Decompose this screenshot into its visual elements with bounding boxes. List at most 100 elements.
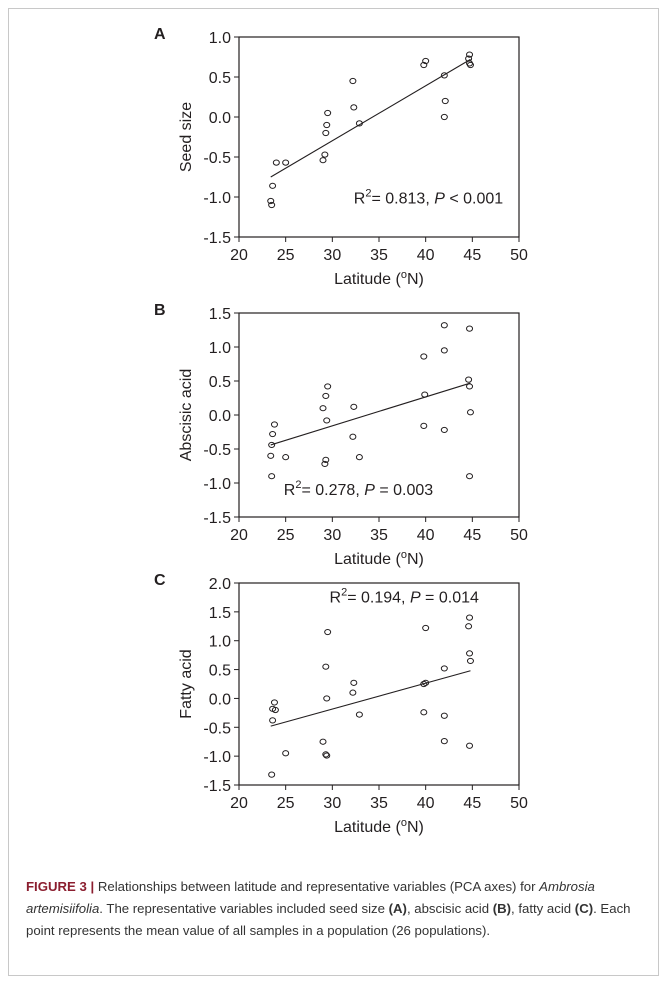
panel-a-stats-annotation: R2= 0.813, P < 0.001 [354, 187, 503, 207]
panel-b-y-tick-label: -0.5 [203, 442, 231, 459]
panel-a-stats-r: R [354, 190, 366, 207]
panel-c-x-axis-label-sup: o [401, 817, 407, 829]
panel-c-data-point [422, 624, 430, 632]
panel-c-stats-p: P [410, 590, 421, 607]
panel-a-data-point [268, 201, 276, 209]
panel-b-x-tick-label: 35 [370, 527, 388, 544]
panel-b-x-axis-label-sup: o [401, 549, 407, 561]
panel-a-x-axis-label-sup: o [401, 269, 407, 281]
panel-c-data-point [350, 679, 358, 686]
panel-a-data-point [319, 157, 327, 164]
panel-c-x-axis-label-text: Latitude ( [334, 819, 401, 836]
panel-c-stats-annotation: R2= 0.194, P = 0.014 [330, 587, 479, 607]
panel-c-data-point [323, 695, 331, 702]
panel-b-data-point [466, 473, 474, 480]
panel-a-y-axis-label: Seed size [178, 102, 195, 172]
panel-a-data-point [269, 182, 277, 189]
panel-b-data-point [466, 325, 474, 332]
panel-a-y-tick-label: -1.5 [203, 230, 231, 247]
panel-b-stats-r: R [284, 482, 296, 499]
panel-c-data-point [466, 650, 474, 657]
panel-c-y-axis-label: Fatty acid [178, 649, 195, 718]
panel-b-data-point [268, 441, 276, 449]
panel-c-data-point [271, 706, 279, 714]
panel-b-data-point [269, 430, 277, 438]
panel-b-data-point [268, 473, 276, 480]
panel-b-stats-sup: 2 [295, 479, 301, 491]
panel-a-data-point [441, 97, 449, 105]
panel-a-data-point [272, 159, 280, 166]
panel-a-data-point [322, 129, 330, 137]
panel-b-data-point [350, 403, 358, 410]
panel-b-stats-annotation: R2= 0.278, P = 0.003 [284, 479, 433, 499]
panel-a-data-point [440, 113, 448, 121]
panel-c-data-point [440, 665, 448, 672]
panel-a-x-tick-label: 35 [370, 247, 388, 264]
panel-b-stats-p: P [364, 482, 375, 499]
panel-c-stats-value: = 0.194, [347, 590, 410, 607]
panel-a-data-point [323, 121, 331, 129]
panel-b-data-point [324, 383, 332, 390]
panel-b-data-point [466, 383, 474, 390]
panel-c-x-tick-label: 45 [463, 795, 481, 812]
panel-a-stats-sup: 2 [365, 187, 371, 199]
panel-a-x-tick-label: 45 [463, 247, 481, 264]
panel-c-data-point [420, 709, 428, 716]
panel-a-y-tick-label: -0.5 [203, 150, 231, 167]
panel-b-y-tick-label: 1.5 [209, 306, 231, 323]
panel-c-x-tick-label: 35 [370, 795, 388, 812]
panel-a-y-tick-label: 1.0 [209, 30, 231, 47]
panel-a-data-point [422, 57, 430, 65]
panel-a-y-tick-label: 0.0 [209, 110, 231, 127]
panel-b-regression-line [270, 382, 471, 446]
panel-c-data-point [349, 689, 357, 696]
panel-c-data-point [440, 712, 448, 719]
panel-c-data-point [422, 679, 430, 686]
panel-a-x-tick-label: 25 [277, 247, 295, 264]
panel-c-stats-r: R [330, 590, 342, 607]
panel-c-stats-p-value: = 0.014 [421, 590, 479, 607]
panel-c-data-point [269, 717, 277, 724]
panel-a-data-point [440, 72, 448, 79]
figure-charts: A 20 25 30 35 40 45 50 -1.5 -1.0 -0.5 0.0 0.5 1.0 Lati… [154, 26, 528, 836]
panel-b-data-point [421, 391, 429, 398]
panel-a-data-point [466, 61, 474, 69]
panel-c-data-point [282, 750, 290, 757]
panel-b-data-point [267, 452, 275, 459]
panel-a-y-tick-label: -1.0 [203, 190, 231, 207]
panel-c-y-tick-label: 0.0 [209, 691, 231, 708]
panel-a-data-point [282, 159, 290, 166]
panel-a-data-point [267, 197, 275, 205]
panel-a-x-tick-label: 40 [417, 247, 435, 264]
panel-b-x-tick-label: 40 [417, 527, 435, 544]
panel-a-data-point [324, 109, 332, 117]
panel-c-y-tick-label: 2.0 [209, 576, 231, 593]
panel-a-stats-value: = 0.813, [371, 190, 434, 207]
panel-b-x-tick-label: 30 [323, 527, 341, 544]
panel-b-label: B [154, 302, 166, 319]
panel-c-data-point [323, 752, 331, 759]
panel-c-y-tick-label: -1.5 [203, 778, 231, 795]
panel-b-x-tick-label: 50 [510, 527, 528, 544]
panel-c-y-tick-label: -1.0 [203, 749, 231, 766]
panel-b-data-point [420, 353, 428, 360]
caption-text-1: Relationships between latitude and repre… [94, 879, 540, 894]
panel-c-x-axis-label-end: N) [407, 819, 424, 836]
panel-c-data-point [440, 738, 448, 745]
panel-c-y-tick-label: -0.5 [203, 720, 231, 737]
panel-b-data-point [440, 347, 448, 354]
panel-c-x-tick-label: 30 [323, 795, 341, 812]
panel-a-stats-p-value: < 0.001 [445, 190, 503, 207]
panel-a-y-tick-label: 0.5 [209, 70, 231, 87]
panel-c-data-point [268, 771, 276, 778]
panel-c-data-point [322, 663, 330, 670]
panel-b-data-point [440, 322, 448, 329]
panel-c-y-tick-label: 1.5 [209, 605, 231, 622]
panel-b-stats-value: = 0.278, [301, 482, 364, 499]
caption-ref-c: (C) [574, 901, 594, 916]
panel-a-data-point [350, 104, 358, 111]
panel-c-data-point [466, 657, 474, 665]
panel-b-data-point [322, 456, 330, 463]
panel-a-data-point [349, 77, 357, 85]
panel-c-x-tick-label: 20 [230, 795, 248, 812]
